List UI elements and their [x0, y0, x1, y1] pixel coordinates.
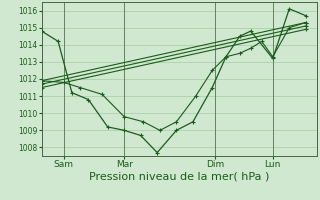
X-axis label: Pression niveau de la mer( hPa ): Pression niveau de la mer( hPa ): [89, 172, 269, 182]
